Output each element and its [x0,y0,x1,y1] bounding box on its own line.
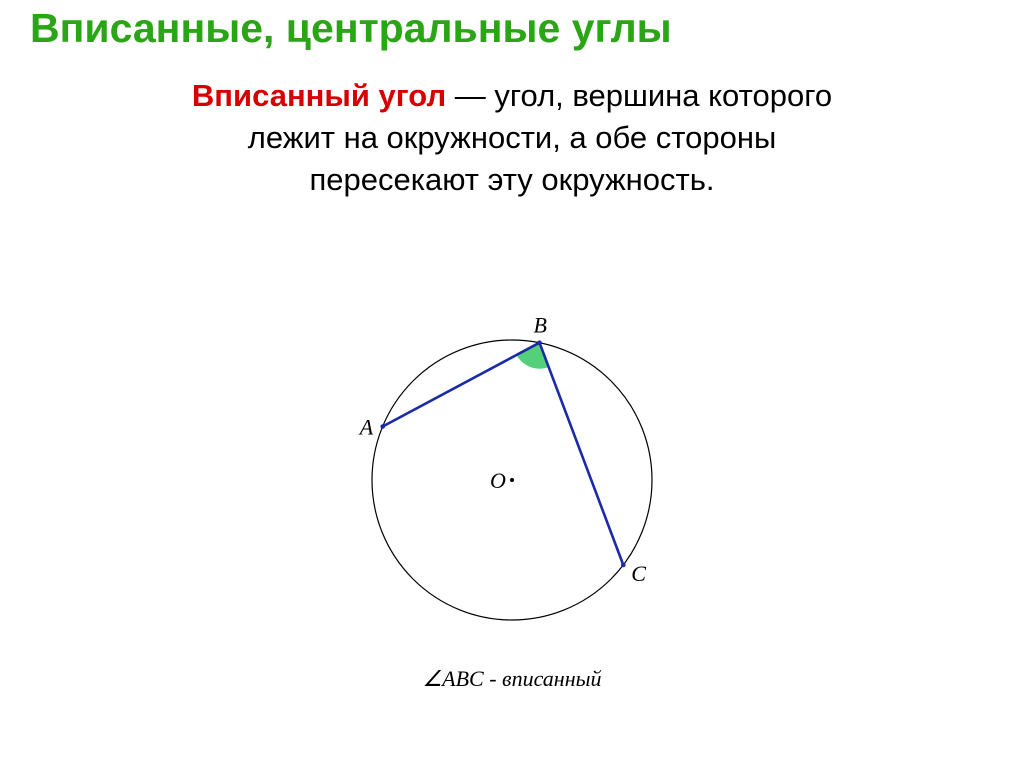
definition-line2: лежит на окружности, а обе стороны [248,120,777,155]
inscribed-angle-diagram: A B C O [332,300,692,660]
caption-angle-label: ABC [442,666,484,691]
caption-angle-symbol: ∠ [422,666,442,691]
definition-dash: — [446,78,494,113]
label-a: A [358,415,374,440]
point-c [621,563,626,568]
chord-bc [540,343,624,565]
point-b [537,340,542,345]
caption-suffix: - вписанный [484,666,602,691]
point-a [380,424,385,429]
diagram-caption: ∠ABC - вписанный [422,666,601,692]
chord-ba [383,343,540,427]
label-o: O [490,468,506,493]
definition-term: Вписанный угол [192,78,446,113]
label-c: C [631,561,646,586]
figure-wrap: ABCO ∠ABC - вписанный [0,300,1024,692]
slide: Вписанные, центральные углы Вписанный уг… [0,0,1024,768]
definition-line3: пересекают эту окружность. [309,162,714,197]
slide-title: Вписанные, центральные углы [30,6,994,51]
label-b: B [534,313,547,338]
definition-paragraph: Вписанный угол — угол, вершина которого … [30,75,994,201]
definition-line1-rest: угол, вершина которого [494,78,832,113]
center-point [510,478,514,482]
